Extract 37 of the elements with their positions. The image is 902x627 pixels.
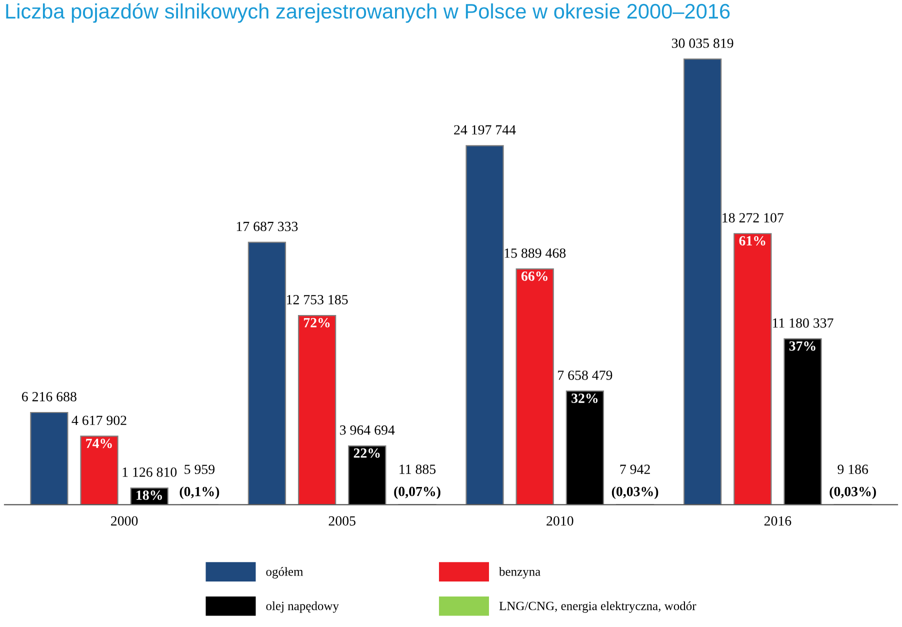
annotation: 74%: [86, 438, 112, 448]
x-tick-label: 2000: [111, 516, 138, 526]
annotation: 18%: [136, 490, 162, 500]
data-label: 18 272 107: [722, 213, 784, 222]
data-label: 11 180 337: [772, 318, 834, 328]
annotation: 61%: [739, 236, 766, 246]
data-label: 17 687 333: [236, 222, 298, 232]
x-tick-label: 2005: [328, 516, 356, 526]
data-label: 15 889 468: [504, 248, 566, 258]
x-tick-label: 2010: [546, 516, 574, 526]
legend-label: ogółem: [266, 567, 304, 578]
legend-label: benzyna: [498, 567, 540, 578]
annotation: 72%: [304, 318, 330, 328]
annotation: (0,07%): [394, 486, 440, 500]
annotation: 32%: [572, 394, 598, 404]
annotation: 66%: [521, 271, 548, 281]
annotation: 22%: [354, 448, 380, 458]
data-label: 7 658 479: [558, 370, 612, 380]
x-tick-label: 2016: [764, 516, 792, 526]
data-label: 4 617 902: [72, 416, 126, 426]
legend-label: LNG/CNG, energia elektryczna, wodór: [499, 601, 696, 613]
legend-label: olej napędowy: [266, 601, 339, 613]
annotation: (0,03%): [830, 486, 876, 500]
annotation: (0,1%): [180, 486, 220, 500]
data-label: 5 959: [184, 464, 214, 474]
data-label: 9 186: [838, 464, 868, 474]
data-label: 1 126 810: [122, 467, 177, 477]
data-label: 3 964 694: [340, 425, 395, 435]
data-label: 6 216 688: [22, 392, 76, 402]
annotation: 37%: [789, 341, 816, 351]
data-label: 30 035 819: [672, 38, 734, 48]
annotation: (0,03%): [612, 486, 658, 500]
data-label: 11 885: [400, 464, 436, 474]
chart-title: Liczba pojazdów silnikowych zarejestrowanych w Polsce w okresie 2000–2016: [6, 3, 730, 23]
data-label: 7 942: [620, 464, 650, 474]
data-label: 12 753 185: [287, 294, 348, 304]
data-label: 24 197 744: [454, 125, 516, 135]
